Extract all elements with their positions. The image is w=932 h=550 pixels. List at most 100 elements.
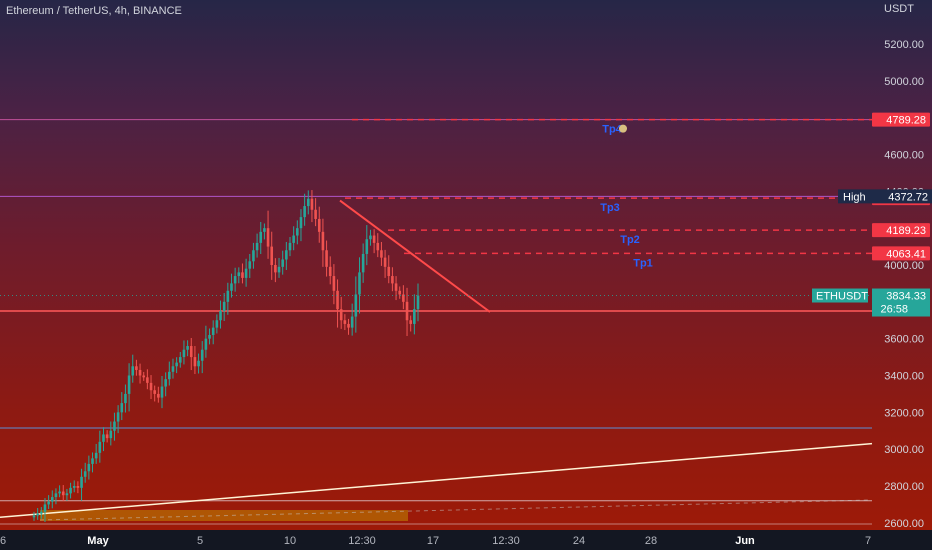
candle-body (83, 471, 87, 477)
candle-body (372, 235, 376, 243)
candle-body (255, 242, 259, 251)
candle-body (303, 206, 306, 218)
candle-body (116, 412, 120, 422)
candle-body (332, 276, 336, 291)
x-tick-label: 6 (0, 535, 6, 547)
uptrend-line (0, 442, 873, 519)
candle-body (299, 217, 303, 229)
candle-body (252, 250, 255, 262)
candle-body (32, 515, 36, 518)
candle-body (274, 265, 277, 273)
current-price-bg (872, 288, 930, 317)
candle-body (292, 235, 295, 243)
candle-body (135, 366, 138, 370)
candle-body (164, 379, 167, 387)
candle-body (76, 486, 80, 488)
candle-body (146, 377, 149, 383)
candle-body (380, 250, 383, 258)
candle-body (328, 266, 332, 277)
candle-body (317, 218, 321, 232)
countdown: 26:58 (880, 304, 908, 316)
candle-body (200, 349, 204, 361)
candle-body (87, 463, 91, 472)
candle-body (120, 403, 124, 413)
candle-body (409, 320, 412, 324)
candle-body (270, 246, 274, 265)
candle-body (127, 375, 131, 394)
candle-body (211, 327, 215, 335)
candle-body (405, 301, 409, 321)
candle-body (113, 421, 116, 431)
candle-body (402, 294, 405, 302)
x-tick-label: 12:30 (492, 535, 520, 547)
high-tag-label: High (843, 191, 866, 203)
tp4-moon-icon (619, 124, 627, 133)
y-tick-label: 3600.00 (884, 334, 924, 346)
candle-body (131, 366, 135, 376)
candle-body (105, 434, 109, 439)
candle-body (244, 268, 248, 278)
candle-body (160, 386, 164, 398)
candle-body (226, 290, 230, 302)
demand-zone (39, 499, 871, 521)
candle-body (189, 346, 193, 358)
target-price-tag: 4063.41 (886, 248, 926, 260)
target-price-tag-bg (872, 246, 930, 261)
candle-body (391, 276, 394, 284)
candle-body (347, 323, 350, 328)
candle-body (336, 290, 339, 310)
candle-body (369, 235, 372, 240)
candle-body (186, 346, 189, 350)
candle-body (288, 242, 292, 251)
candle-body (266, 228, 270, 247)
y-tick-label: 2800.00 (884, 481, 924, 493)
candle-body (233, 276, 237, 284)
candle-body (80, 476, 83, 488)
candle-body (138, 369, 142, 376)
candle-body (54, 493, 58, 498)
downtrend-line (339, 199, 491, 313)
candle-body (296, 228, 299, 236)
candle-body (109, 430, 113, 439)
candle-body (208, 334, 211, 339)
candle-body (237, 272, 241, 277)
candle-body (94, 452, 98, 459)
candle-body (321, 231, 325, 251)
y-tick-label: 3200.00 (884, 407, 924, 419)
candle-body (197, 360, 200, 367)
candle-body (343, 320, 347, 324)
candle-body (310, 198, 314, 210)
currency-label[interactable]: USDT (884, 3, 914, 15)
candle-body (285, 250, 288, 260)
target-price-tag-bg (872, 112, 930, 127)
target-label: Tp2 (620, 234, 640, 246)
candle-body (263, 228, 266, 232)
candle-body (58, 491, 61, 494)
candle-body (124, 393, 127, 404)
candle-body (413, 309, 416, 324)
candle-body (47, 501, 50, 505)
price-tags: 4789.284363.444189.234063.41High4372.72E… (0, 112, 932, 317)
candle-body (416, 295, 420, 310)
price-levels: Tp4 Tp3 Tp2 Tp1 (0, 118, 872, 525)
candle-body (65, 493, 69, 496)
candle-body (182, 349, 186, 358)
candle-body (193, 357, 197, 367)
x-tick-label: 24 (573, 535, 585, 547)
current-symbol: ETHUSDT (816, 291, 868, 303)
x-tick-label: 28 (645, 535, 657, 547)
candle-body (69, 487, 72, 494)
candle-body (387, 266, 391, 277)
y-tick-label: 4600.00 (884, 150, 924, 162)
candle-body (259, 231, 263, 243)
candle-body (171, 366, 175, 372)
high-tag-bg (838, 189, 932, 204)
candle-body (383, 257, 387, 267)
y-tick-label: 3400.00 (884, 371, 924, 383)
candle-body (281, 259, 284, 267)
candle-body (358, 272, 361, 295)
candle-body (241, 272, 244, 278)
candle-body (350, 316, 354, 328)
